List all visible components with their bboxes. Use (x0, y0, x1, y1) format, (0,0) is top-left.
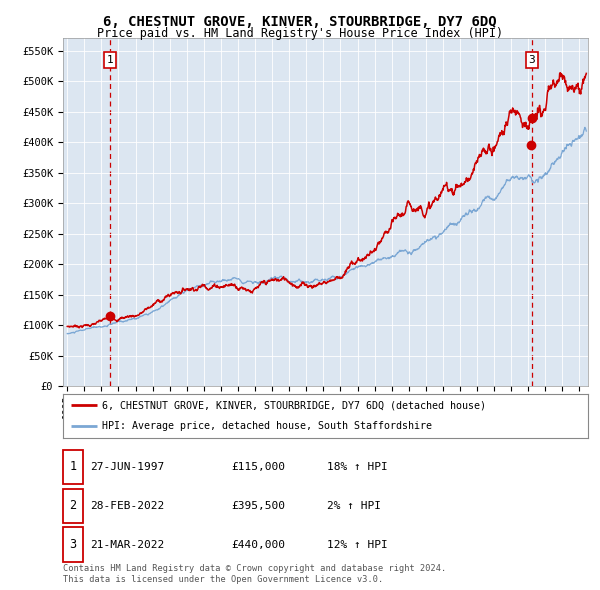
Text: 3: 3 (529, 55, 535, 65)
Text: 3: 3 (70, 538, 76, 551)
Text: £395,500: £395,500 (231, 501, 285, 510)
Text: 18% ↑ HPI: 18% ↑ HPI (327, 462, 388, 471)
Text: 6, CHESTNUT GROVE, KINVER, STOURBRIDGE, DY7 6DQ: 6, CHESTNUT GROVE, KINVER, STOURBRIDGE, … (103, 15, 497, 30)
Text: This data is licensed under the Open Government Licence v3.0.: This data is licensed under the Open Gov… (63, 575, 383, 584)
Text: 1: 1 (106, 55, 113, 65)
Text: 6, CHESTNUT GROVE, KINVER, STOURBRIDGE, DY7 6DQ (detached house): 6, CHESTNUT GROVE, KINVER, STOURBRIDGE, … (103, 401, 487, 411)
Text: 21-MAR-2022: 21-MAR-2022 (90, 540, 164, 549)
Text: 28-FEB-2022: 28-FEB-2022 (90, 501, 164, 510)
Text: 12% ↑ HPI: 12% ↑ HPI (327, 540, 388, 549)
Text: Price paid vs. HM Land Registry's House Price Index (HPI): Price paid vs. HM Land Registry's House … (97, 27, 503, 40)
Text: 2% ↑ HPI: 2% ↑ HPI (327, 501, 381, 510)
Text: Contains HM Land Registry data © Crown copyright and database right 2024.: Contains HM Land Registry data © Crown c… (63, 565, 446, 573)
Text: 2: 2 (70, 499, 76, 512)
Text: £440,000: £440,000 (231, 540, 285, 549)
Text: £115,000: £115,000 (231, 462, 285, 471)
Text: 1: 1 (70, 460, 76, 473)
Text: HPI: Average price, detached house, South Staffordshire: HPI: Average price, detached house, Sout… (103, 421, 433, 431)
Text: 27-JUN-1997: 27-JUN-1997 (90, 462, 164, 471)
